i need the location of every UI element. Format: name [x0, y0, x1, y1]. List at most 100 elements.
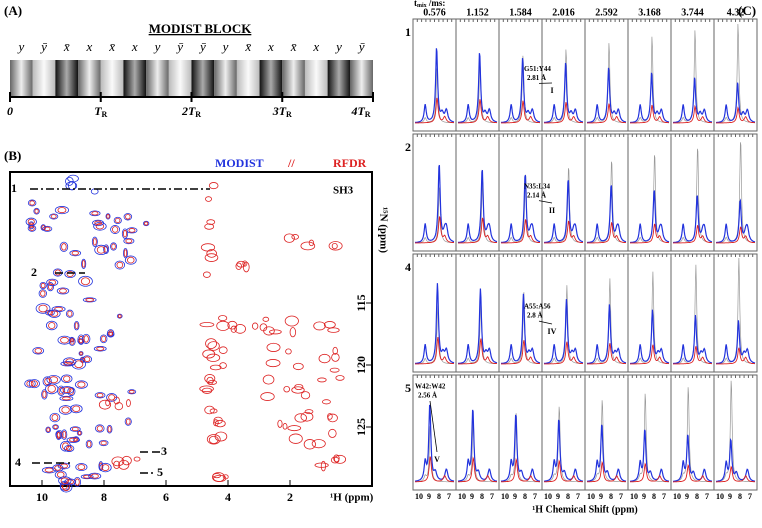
contour [49, 213, 59, 220]
contour [28, 379, 40, 389]
spectrum [587, 460, 626, 483]
contour [314, 462, 329, 468]
row-marker: 2 [31, 265, 37, 279]
spectrum [543, 285, 583, 365]
x-tick-label: 8 [738, 492, 742, 501]
contour [71, 358, 86, 370]
spectrum [629, 155, 669, 244]
annotation-distance: 2.8 Å [527, 312, 543, 320]
time-label-main: T [94, 104, 102, 118]
spectrum [673, 314, 713, 365]
contour [61, 374, 73, 384]
x-tick-label: 8 [652, 492, 656, 501]
x-tick-label: 7 [662, 492, 666, 501]
contour [68, 337, 76, 346]
contour [115, 217, 121, 224]
contour [208, 182, 219, 190]
contour [80, 474, 94, 480]
row-label: 4 [405, 260, 411, 274]
contour [111, 243, 116, 250]
spectrum [544, 49, 583, 124]
contour [39, 281, 47, 290]
contour [65, 445, 73, 451]
contour [77, 381, 86, 388]
contour [64, 444, 75, 452]
contour [101, 464, 110, 471]
contour [142, 220, 150, 227]
contour [100, 440, 107, 446]
contour [29, 225, 35, 231]
x-tick-label: 9 [513, 492, 517, 501]
contour [48, 322, 56, 329]
contour [44, 226, 51, 231]
contour [300, 241, 316, 251]
contour [73, 477, 82, 488]
contour [113, 396, 120, 405]
contour [317, 377, 327, 383]
spectrum [415, 48, 455, 123]
peak-label: V [434, 455, 440, 464]
contour [96, 246, 106, 254]
spectrum [630, 344, 670, 365]
contour [269, 329, 282, 335]
contour [205, 338, 218, 349]
contour [214, 431, 228, 442]
contour [200, 243, 216, 252]
contour [62, 396, 71, 401]
contour [234, 324, 246, 334]
tmix-t: t [414, 0, 417, 8]
x-tick-label: 10 [544, 492, 552, 501]
contour [285, 348, 292, 355]
contour [327, 413, 333, 420]
contour [59, 395, 74, 402]
contour [63, 375, 71, 382]
contour [318, 353, 331, 364]
contour [206, 219, 216, 225]
time-label-sub: R [365, 110, 371, 119]
time-label-sub: R [102, 110, 108, 119]
contour [32, 347, 45, 355]
contour [48, 279, 57, 286]
contour [40, 282, 46, 289]
contour [46, 282, 55, 292]
spectrum [415, 68, 454, 124]
contour [59, 288, 67, 294]
contour [41, 389, 48, 400]
annotation-distance: 2.56 Å [418, 392, 437, 400]
contour [294, 413, 307, 423]
contour [127, 389, 137, 395]
phase-label: x̄ [108, 39, 115, 54]
x-tick-label: 10 [673, 492, 681, 501]
contour [282, 423, 288, 430]
contour [202, 349, 216, 359]
annotation-arrow [538, 320, 553, 325]
contour [304, 409, 314, 415]
contour [113, 460, 121, 469]
contour [60, 386, 75, 394]
contour [265, 359, 281, 368]
panel-title: MODIST BLOCK [149, 21, 253, 36]
contour [124, 255, 137, 265]
contour [206, 434, 221, 445]
pulse [32, 60, 56, 96]
spectrum [716, 226, 756, 244]
contour [57, 385, 66, 396]
tmix-value: 0.576 [423, 7, 446, 18]
x-tick-label: 10 [716, 492, 724, 501]
contour [128, 228, 136, 233]
spectrum [587, 67, 627, 124]
contour [60, 477, 69, 484]
x-tick-label: 9 [685, 492, 689, 501]
contour [133, 456, 141, 462]
pulse [55, 60, 79, 96]
contour [88, 472, 102, 480]
spectrum [414, 426, 454, 483]
contour [76, 430, 83, 436]
contour [48, 309, 61, 318]
contour [49, 376, 59, 384]
contour [61, 429, 68, 440]
phase-label: x [312, 39, 319, 54]
contour [67, 310, 73, 317]
spectrum [544, 180, 584, 244]
annotation-distance: 2.14 Å [527, 191, 546, 199]
